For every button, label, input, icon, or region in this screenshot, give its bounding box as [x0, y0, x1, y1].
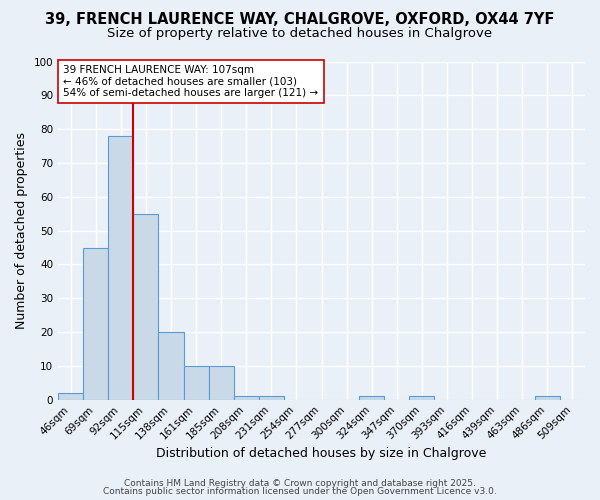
Text: 39, FRENCH LAURENCE WAY, CHALGROVE, OXFORD, OX44 7YF: 39, FRENCH LAURENCE WAY, CHALGROVE, OXFO… — [46, 12, 554, 28]
X-axis label: Distribution of detached houses by size in Chalgrove: Distribution of detached houses by size … — [157, 447, 487, 460]
Bar — [158, 332, 184, 400]
Text: Contains public sector information licensed under the Open Government Licence v3: Contains public sector information licen… — [103, 487, 497, 496]
Bar — [359, 396, 384, 400]
Text: Contains HM Land Registry data © Crown copyright and database right 2025.: Contains HM Land Registry data © Crown c… — [124, 478, 476, 488]
Bar — [259, 396, 284, 400]
Bar — [83, 248, 108, 400]
Bar — [209, 366, 233, 400]
Bar — [409, 396, 434, 400]
Bar — [535, 396, 560, 400]
Bar — [233, 396, 259, 400]
Bar — [58, 393, 83, 400]
Y-axis label: Number of detached properties: Number of detached properties — [15, 132, 28, 329]
Bar — [108, 136, 133, 400]
Text: 39 FRENCH LAURENCE WAY: 107sqm
← 46% of detached houses are smaller (103)
54% of: 39 FRENCH LAURENCE WAY: 107sqm ← 46% of … — [64, 65, 319, 98]
Bar — [184, 366, 209, 400]
Bar — [133, 214, 158, 400]
Text: Size of property relative to detached houses in Chalgrove: Size of property relative to detached ho… — [107, 28, 493, 40]
